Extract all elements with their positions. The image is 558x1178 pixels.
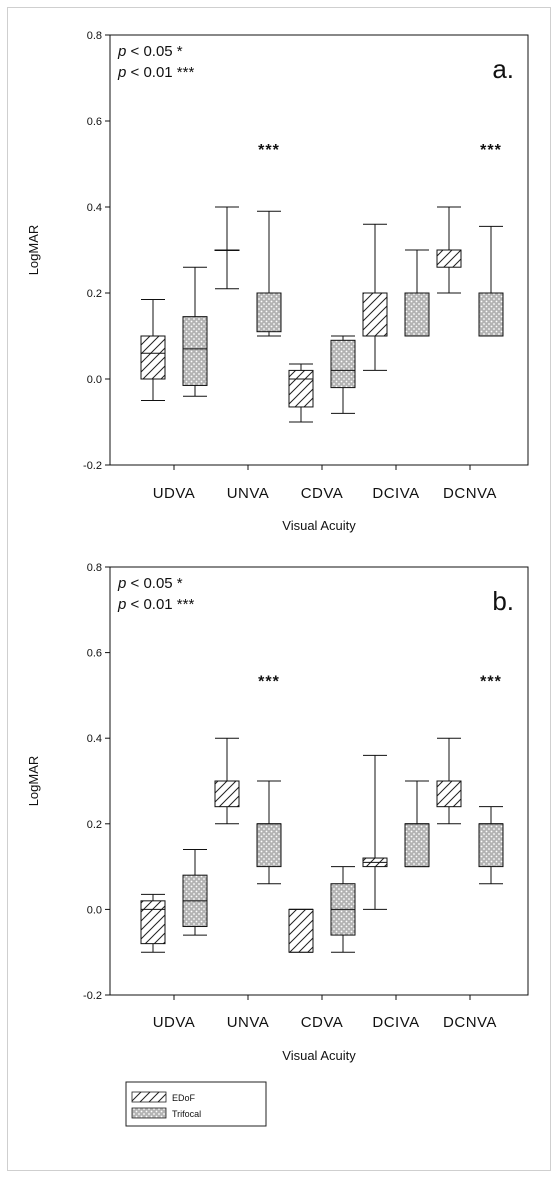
x-axis-label: Visual Acuity (282, 1048, 356, 1063)
y-tick-label: 0.2 (87, 288, 102, 300)
panel-letter: a. (492, 54, 514, 84)
y-tick-label: 0.6 (87, 648, 102, 660)
legend-label-trifocal: Trifocal (172, 1109, 201, 1119)
box-edof-cdva (288, 908, 314, 953)
p-value-annotation: p < 0.05 * (117, 43, 183, 60)
x-tick-label-udva: UDVA (153, 485, 196, 502)
box-edof-dcnva (436, 249, 462, 268)
legend-frame (125, 1081, 267, 1127)
x-tick-label-dciva: DCIVA (372, 485, 419, 502)
box-edof-dcnva (436, 780, 462, 808)
figure-frame (7, 7, 551, 1171)
x-axis-label: Visual Acuity (282, 518, 356, 533)
x-tick-label-unva: UNVA (227, 485, 270, 502)
significance-marker: *** (258, 142, 280, 159)
box-edof-cdva (288, 369, 314, 408)
box-trifocal-udva (182, 316, 208, 386)
y-tick-label: 0.2 (87, 819, 102, 831)
box-edof-udva (140, 335, 166, 380)
p-value-annotation: p < 0.05 * (117, 575, 183, 592)
box-edof-dciva (362, 292, 388, 337)
box-trifocal-dciva (404, 292, 430, 337)
chart-panel-a: -0.2 0.0 0.2 0.4 0.6 0.8 LogMAR Visual Acuity UD… (26, 30, 529, 533)
y-tick-label: 0.4 (87, 733, 102, 745)
legend-swatch-edof (131, 1091, 167, 1103)
box-trifocal-cdva (330, 339, 356, 389)
legend: EDoF Trifocal (125, 1081, 267, 1127)
y-axis-label: LogMAR (26, 756, 41, 807)
x-tick-label-udva: UDVA (153, 1014, 196, 1031)
y-tick-label: 0.0 (87, 374, 102, 386)
x-tick-label-cdva: CDVA (301, 485, 344, 502)
plot-frame (109, 34, 529, 466)
y-axis-label: LogMAR (26, 225, 41, 276)
box-trifocal-dcnva (478, 292, 504, 337)
x-tick-label-unva: UNVA (227, 1014, 270, 1031)
y-tick-label: 0.0 (87, 904, 102, 916)
chart-panel-b: -0.2 0.0 0.2 0.4 0.6 0.8 LogMAR Visual Acuity UD… (26, 562, 529, 1063)
box-edof-udva (140, 900, 166, 945)
y-tick-label: 0.6 (87, 116, 102, 128)
significance-marker: *** (480, 142, 502, 159)
p-value-annotation: p < 0.01 *** (117, 596, 194, 613)
legend-swatch-trifocal (131, 1107, 167, 1119)
x-tick-label-dcnva: DCNVA (443, 485, 497, 502)
y-tick-label: -0.2 (83, 460, 102, 472)
plot-frame (109, 566, 529, 996)
box-trifocal-dcnva (478, 823, 504, 868)
significance-marker: *** (258, 674, 280, 691)
legend-label-edof: EDoF (172, 1093, 196, 1103)
box-trifocal-unva (256, 823, 282, 868)
box-trifocal-dciva (404, 823, 430, 868)
y-tick-label: 0.4 (87, 202, 102, 214)
x-tick-label-cdva: CDVA (301, 1014, 344, 1031)
y-tick-label: 0.8 (87, 30, 102, 42)
panel-letter: b. (492, 586, 514, 616)
x-tick-label-dcnva: DCNVA (443, 1014, 497, 1031)
x-tick-label-dciva: DCIVA (372, 1014, 419, 1031)
p-value-annotation: p < 0.01 *** (117, 64, 194, 81)
box-edof-unva (214, 780, 240, 808)
y-tick-label: 0.8 (87, 562, 102, 574)
box-trifocal-unva (256, 292, 282, 333)
y-tick-label: -0.2 (83, 990, 102, 1002)
significance-marker: *** (480, 674, 502, 691)
